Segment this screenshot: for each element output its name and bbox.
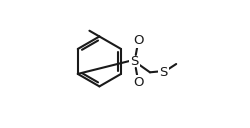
Text: S: S [130, 55, 139, 68]
Text: S: S [159, 66, 168, 79]
Text: O: O [133, 34, 144, 47]
Text: O: O [133, 76, 144, 89]
